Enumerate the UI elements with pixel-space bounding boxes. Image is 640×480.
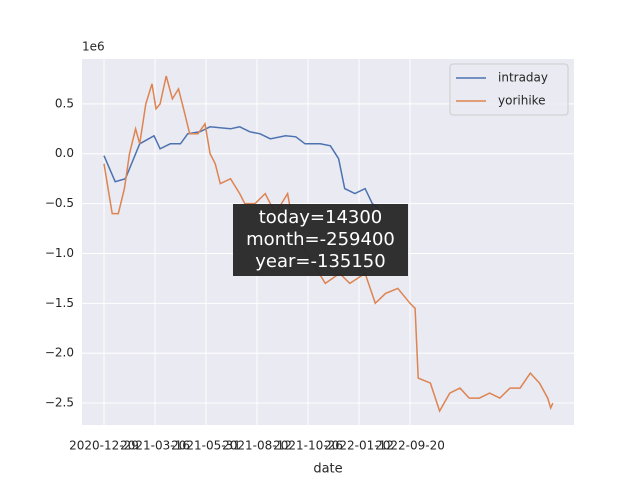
x-axis-label: date	[313, 462, 342, 477]
annotation-text: month=-259400	[246, 229, 395, 250]
x-tick-label: 2021-08-12	[222, 439, 292, 453]
offset-label: 1e6	[82, 40, 105, 54]
y-tick-label: −1.5	[45, 296, 74, 310]
y-tick-label: −2.0	[45, 346, 74, 360]
y-tick-label: −0.5	[45, 196, 74, 210]
annotation-box	[233, 204, 408, 276]
lines	[103, 75, 554, 413]
x-tick-label: 2022-09-20	[375, 439, 445, 453]
x-tick-label: 2021-10-26	[273, 439, 343, 453]
legend: intraday yorihike	[449, 63, 569, 116]
series-line	[103, 126, 379, 210]
y-tick-label: 0.5	[55, 96, 74, 110]
legend-box	[449, 63, 569, 116]
y-tick-label: −2.5	[45, 396, 74, 410]
annotation-text: year=-135150	[255, 251, 385, 272]
annotation-text: today=14300	[259, 207, 383, 228]
legend-label: intraday	[498, 71, 548, 85]
y-tick-label: 0.0	[55, 146, 74, 160]
x-tick-label: 2022-01-12	[324, 439, 394, 453]
x-tick-label: 2021-05-31	[171, 439, 241, 453]
y-tick-label: −1.0	[45, 246, 74, 260]
series-line	[103, 75, 554, 413]
legend-label: yorihike	[498, 94, 546, 108]
x-tick-label: 2021-03-16	[120, 439, 190, 453]
x-tick-label: 2020-12-29	[69, 439, 139, 453]
